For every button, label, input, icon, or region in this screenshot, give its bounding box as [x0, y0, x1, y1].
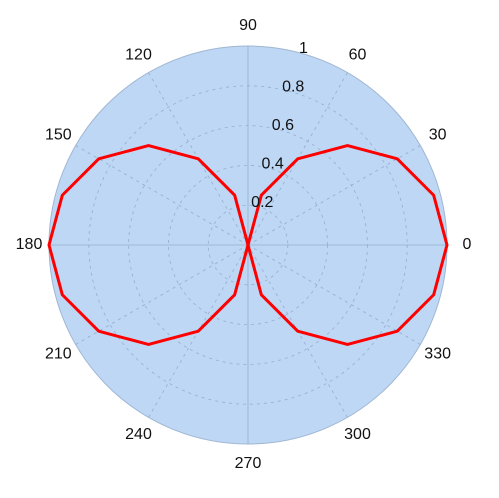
radial-tick-label: 0.2 — [251, 194, 273, 211]
radial-tick-label: 0.4 — [261, 155, 283, 172]
angle-tick-label: 0 — [463, 236, 472, 253]
radial-tick-label: 1 — [299, 40, 308, 57]
angle-tick-label: 60 — [349, 47, 367, 64]
angle-tick-label: 30 — [429, 127, 447, 144]
angle-tick-label: 120 — [125, 47, 152, 64]
series-line — [47, 144, 449, 346]
angular-grid-line — [247, 145, 421, 246]
angle-tick-label: 240 — [125, 426, 152, 443]
angle-tick-label: 270 — [235, 455, 262, 472]
angle-tick-label: 210 — [45, 346, 72, 363]
angle-tick-label: 150 — [45, 127, 72, 144]
angle-tick-label: 300 — [344, 426, 371, 443]
series-group — [47, 144, 449, 346]
angular-grid-line — [247, 244, 421, 345]
angle-tick-label: 90 — [239, 17, 257, 34]
angular-grid-line — [75, 244, 249, 345]
angle-tick-label: 180 — [16, 236, 43, 253]
angular-grid-line — [75, 145, 249, 246]
angle-tick-label: 330 — [424, 346, 451, 363]
radial-tick-label: 0.6 — [272, 117, 294, 134]
tick-labels: 0 30 60 90 120 150 180 210 240 270 300 330 0.2 0.4 0.6… — [16, 17, 472, 472]
radial-tick-label: 0.8 — [282, 78, 304, 95]
